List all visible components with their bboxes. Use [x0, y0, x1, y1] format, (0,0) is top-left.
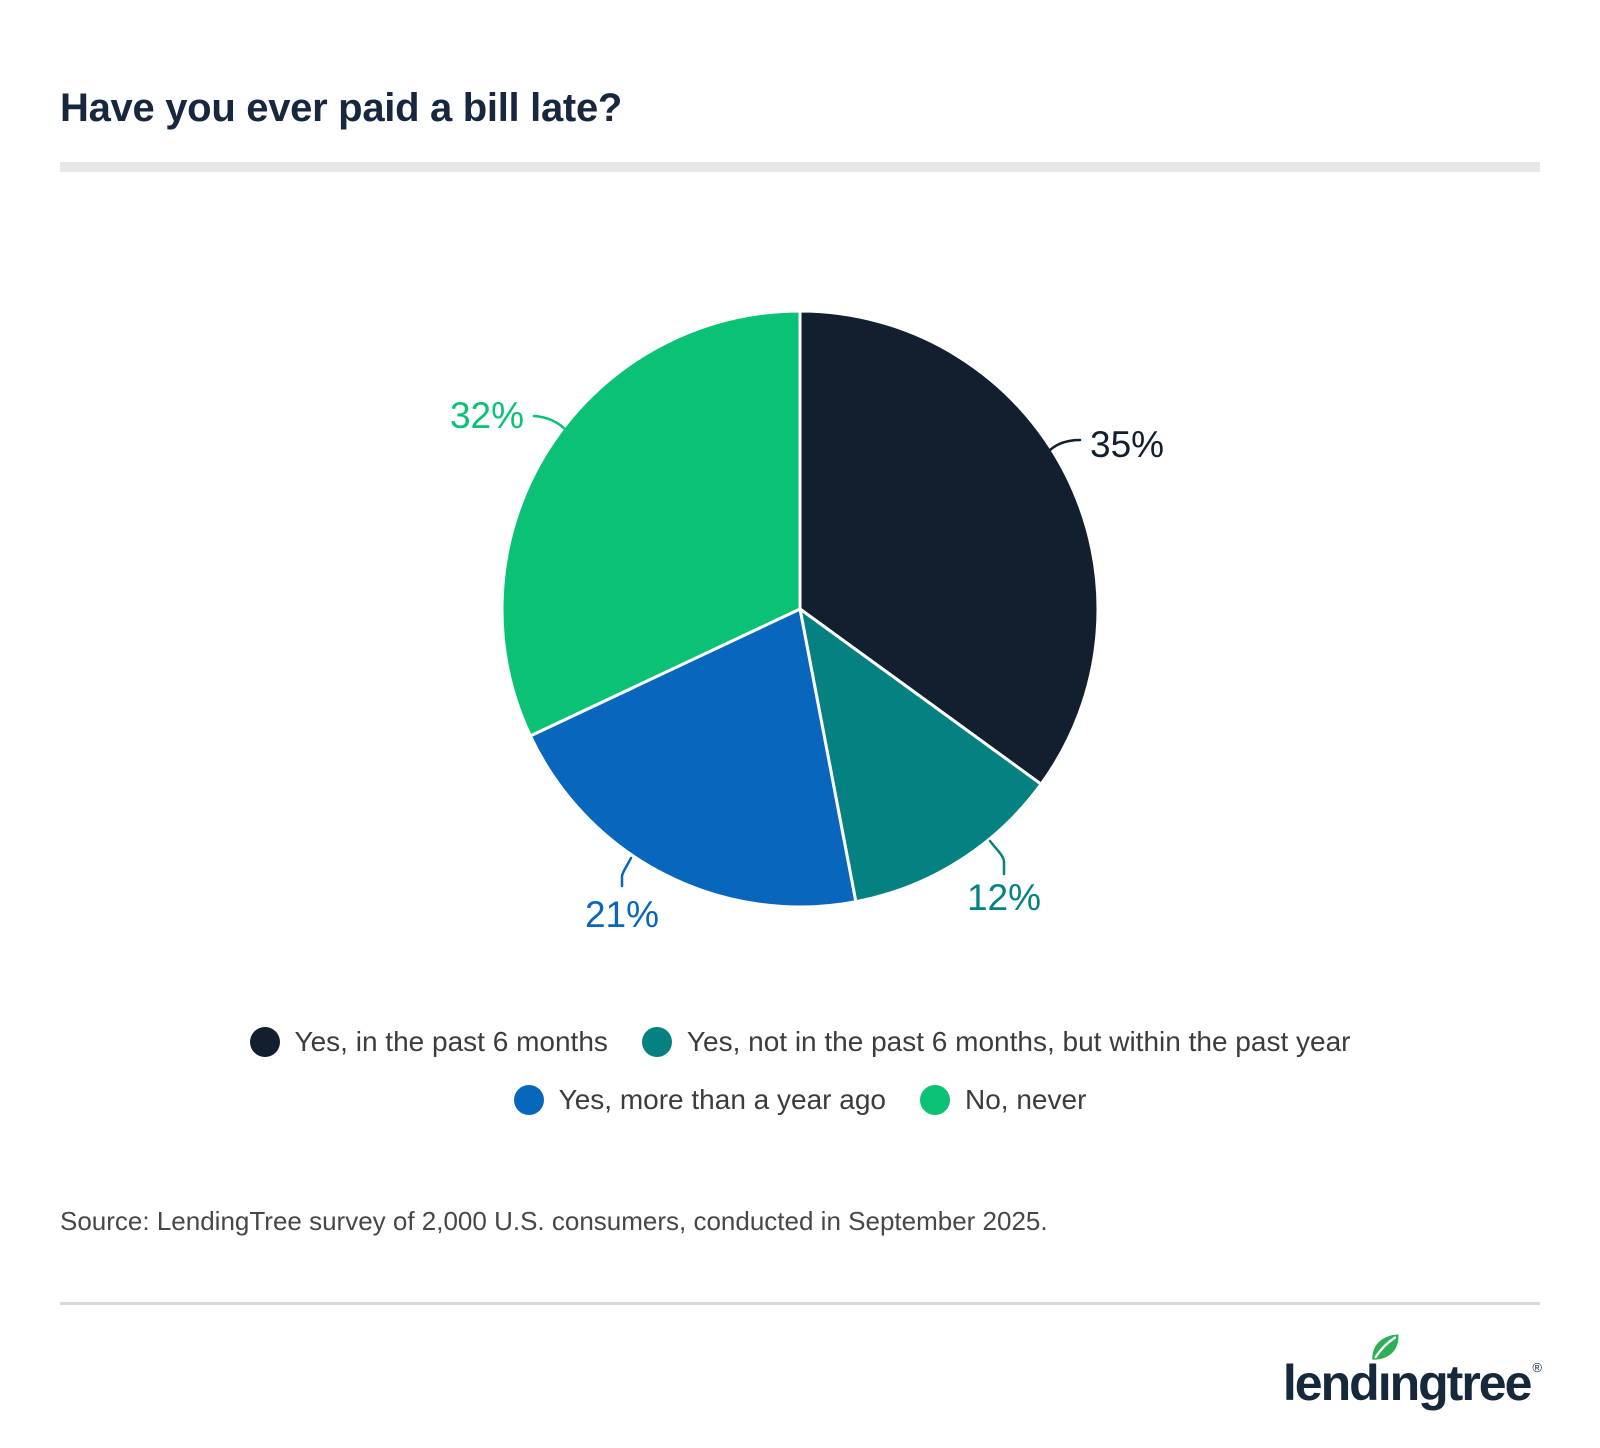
slice-value-label-1: 12%	[967, 877, 1041, 918]
legend-item-label: Yes, not in the past 6 months, but withi…	[686, 1026, 1351, 1057]
leaf-vein	[1374, 1336, 1396, 1359]
logo-wordmark-post: ngtree	[1389, 1355, 1533, 1411]
legend-swatch-icon	[249, 1027, 280, 1057]
slice-value-label-3: 32%	[450, 395, 524, 436]
legend-row-1: Yes, in the past 6 months Yes, not in th…	[249, 1026, 1351, 1058]
legend-item-within-past-year: Yes, not in the past 6 months, but withi…	[641, 1026, 1351, 1058]
slice-value-label-2: 21%	[585, 894, 659, 935]
legend-swatch-icon	[641, 1027, 672, 1057]
legend-item-label: No, never	[965, 1084, 1087, 1115]
callout-line-slice-1	[988, 839, 1006, 876]
page-title: Have you ever paid a bill late?	[60, 86, 623, 130]
legend: Yes, in the past 6 months Yes, not in th…	[0, 1026, 1600, 1116]
lendingtree-logo: lend ı ngtree ®	[1282, 1334, 1542, 1411]
pie-chart: 35% 12% 21% 32%	[450, 309, 1164, 935]
logo-wordmark-pre: lend	[1282, 1355, 1380, 1411]
legend-swatch-icon	[920, 1085, 950, 1115]
callout-line-slice-0	[1048, 438, 1082, 452]
legend-row-2: Yes, more than a year ago No, never	[513, 1084, 1086, 1116]
registered-trademark-icon: ®	[1532, 1360, 1542, 1375]
callout-line-slice-3	[532, 414, 568, 432]
legend-item-label: Yes, more than a year ago	[558, 1084, 886, 1115]
legend-item-label: Yes, in the past 6 months	[294, 1026, 608, 1057]
legend-item-more-than-year-ago: Yes, more than a year ago	[513, 1084, 886, 1116]
callout-line-slice-2	[620, 856, 633, 888]
leaf-icon	[1371, 1334, 1399, 1360]
pie-slice-0	[798, 309, 1100, 786]
pie-slice-3	[500, 309, 802, 738]
logo-wordmark-i: ı	[1371, 1334, 1399, 1408]
legend-swatch-icon	[513, 1085, 544, 1115]
pie-slice-1	[798, 607, 1043, 904]
title-underline-bar	[60, 162, 1540, 172]
legend-item-no-never: No, never	[920, 1084, 1086, 1116]
pie-slices	[500, 309, 1100, 909]
slice-value-label-0: 35%	[1090, 424, 1164, 465]
source-note: Source: LendingTree survey of 2,000 U.S.…	[60, 1206, 1048, 1236]
pie-slice-2	[528, 607, 858, 909]
legend-item-past-6-months: Yes, in the past 6 months	[249, 1026, 608, 1058]
footer-divider	[60, 1302, 1540, 1305]
logo-wordmark: lend ı ngtree	[1282, 1334, 1533, 1411]
